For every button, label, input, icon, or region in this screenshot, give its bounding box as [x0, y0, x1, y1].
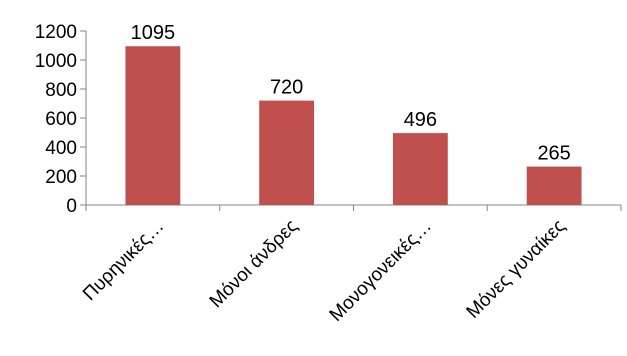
x-axis — [85, 204, 622, 211]
y-tick-label: 600 — [45, 109, 77, 130]
data-label: 265 — [537, 143, 570, 165]
data-label: 1095 — [131, 22, 176, 44]
y-tick-label: 200 — [45, 167, 77, 188]
data-label: 720 — [270, 77, 303, 99]
category-label: Μονογονεικές… — [326, 216, 436, 326]
category-label: Μόνοι άνδρες — [206, 216, 302, 312]
y-tick-label: 0 — [66, 196, 77, 217]
data-label: 496 — [404, 109, 437, 131]
y-tick-label: 1000 — [35, 51, 77, 72]
bar — [259, 100, 315, 205]
bar — [392, 133, 448, 205]
y-tick-label: 800 — [45, 80, 77, 101]
bar — [125, 46, 181, 205]
y-tick-label: 1200 — [35, 22, 77, 43]
category-label: Μόνες γυναίκες — [463, 216, 570, 323]
category-label: Πυρηνικές… — [79, 216, 168, 305]
category-labels: Πυρηνικές… Μόνοι άνδρες Μονογονεικές… Μόνες… — [79, 216, 570, 326]
bar — [526, 166, 582, 205]
y-tick-label: 400 — [45, 138, 77, 159]
y-axis: 0 200 400 600 800 1000 1200 — [35, 22, 87, 217]
bars — [125, 46, 582, 205]
data-labels: 1095 720 496 265 — [131, 22, 571, 164]
